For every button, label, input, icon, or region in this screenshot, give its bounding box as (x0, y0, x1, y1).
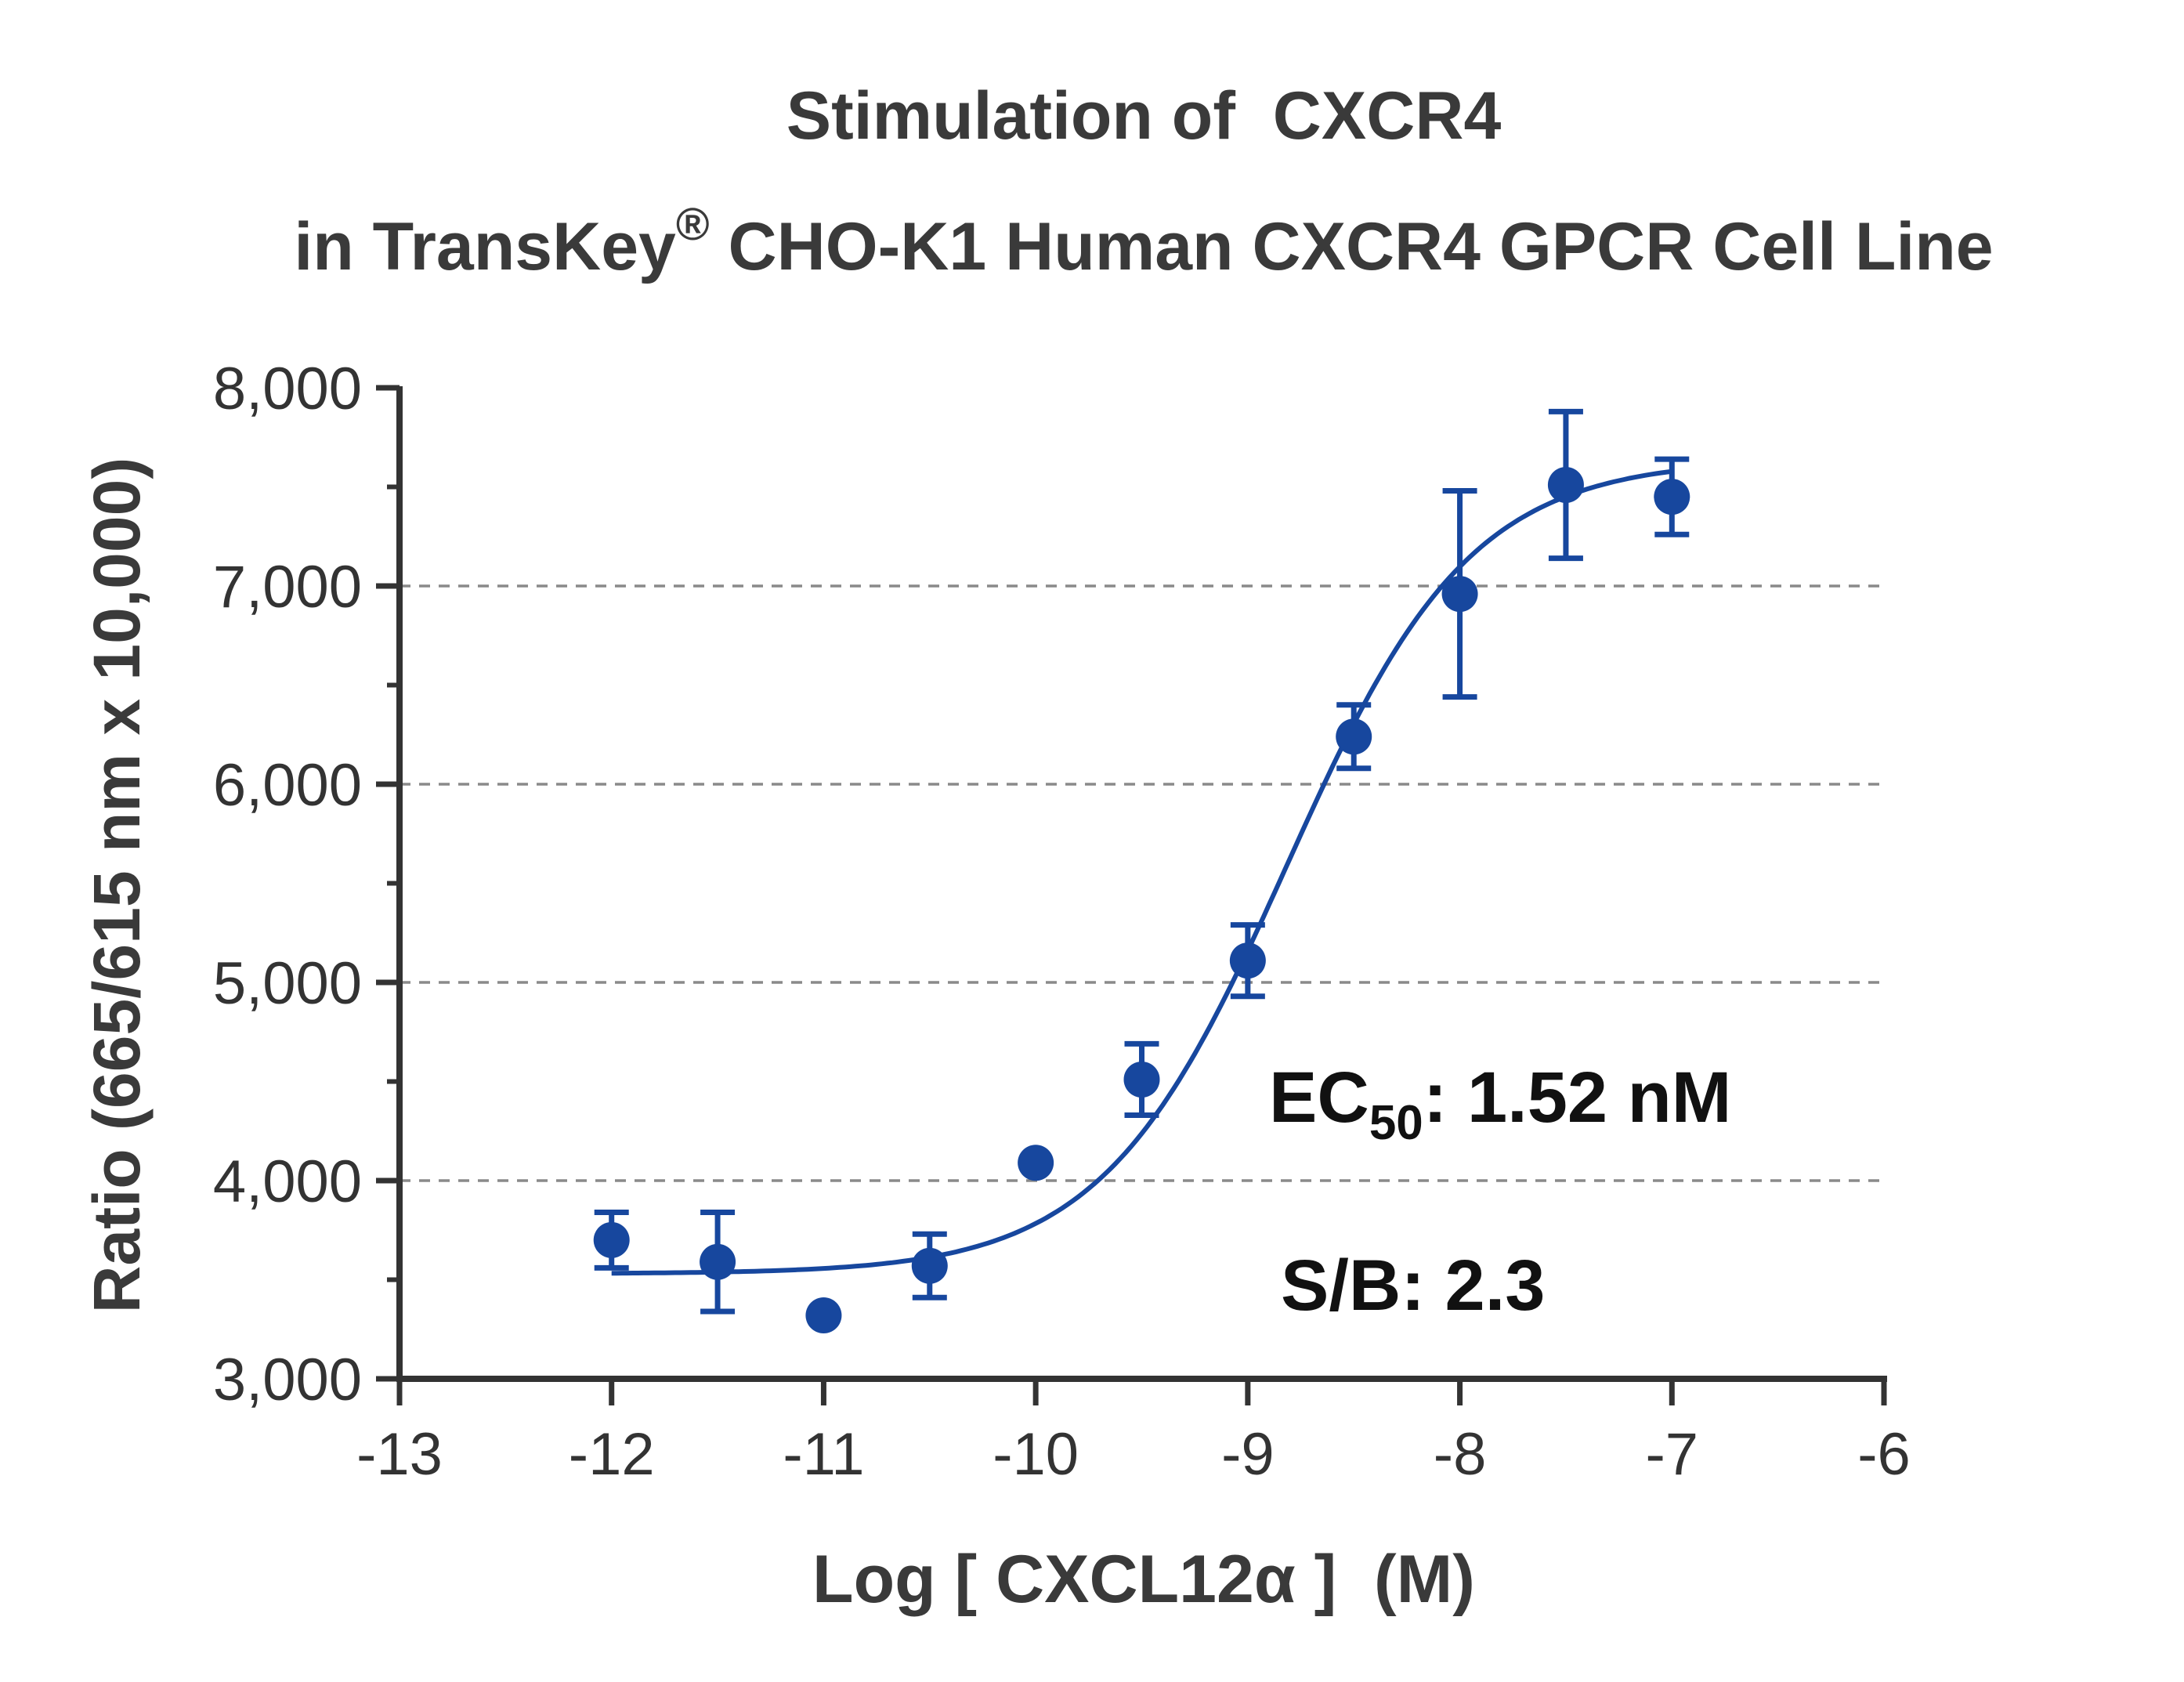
y-tick-label-6000: 6,000 (213, 752, 362, 819)
y-tick-label-5000: 5,000 (213, 950, 362, 1017)
x-tick-label-12: -12 (569, 1421, 655, 1488)
data-point-x-8 (1441, 576, 1478, 613)
chart-title-line1: Stimulation of CXCR4 (786, 78, 1502, 154)
y-tick-label-8000: 8,000 (213, 356, 362, 422)
ec50-value: : 1.52 nM (1423, 1058, 1732, 1138)
y-tick-label-3000: 3,000 (213, 1347, 362, 1413)
data-point-x-7.5 (1547, 466, 1584, 503)
ec50-subscript: 50 (1369, 1096, 1423, 1150)
data-point-x-7 (1654, 479, 1690, 515)
data-points (593, 466, 1690, 1334)
ec50-prefix: EC (1269, 1058, 1369, 1138)
data-point-x-11.5 (700, 1243, 736, 1280)
x-tick-label-10: -10 (993, 1421, 1079, 1488)
data-point-x-11 (805, 1297, 842, 1334)
error-bars (594, 408, 1690, 1315)
x-tick-label-6: -6 (1857, 1421, 1911, 1488)
title-line2-suffix: CHO-K1 Human CXCR4 GPCR Cell Line (710, 209, 1994, 284)
tick-labels: 3,000 4,000 5,000 6,000 7,000 8,000 -13 -12 -11 -… (213, 356, 1911, 1488)
axes (376, 385, 1887, 1405)
data-point-x-12 (593, 1221, 630, 1258)
x-tick-label-7: -7 (1645, 1421, 1698, 1488)
sb-annotation: S/B: 2.3 (1281, 1246, 1545, 1326)
data-point-x-9 (1229, 942, 1266, 979)
y-tick-label-4000: 4,000 (213, 1148, 362, 1215)
data-point-x-10 (1018, 1145, 1054, 1181)
chart-title-line2: in TransKey® CHO-K1 Human CXCR4 GPCR Cel… (294, 199, 1993, 284)
x-tick-label-11: -11 (783, 1421, 864, 1488)
title-registered-mark: ® (676, 199, 710, 250)
x-tick-label-8: -8 (1434, 1421, 1487, 1488)
data-point-x-9.5 (1123, 1061, 1160, 1098)
x-axis-label: Log [ CXCL12α ] (M) (812, 1542, 1475, 1617)
ec50-annotation: EC50: 1.52 nM (1269, 1058, 1731, 1150)
title-line2-prefix: in TransKey (294, 209, 676, 284)
gridlines (400, 584, 1884, 1182)
y-axis-label: Ratio (665/615 nm x 10,000) (80, 458, 154, 1314)
fit-curve (611, 468, 1672, 1276)
y-tick-label-7000: 7,000 (213, 554, 362, 620)
data-point-x-8.5 (1336, 718, 1372, 755)
x-tick-label-13: -13 (356, 1421, 443, 1488)
data-point-x-10.5 (911, 1247, 948, 1284)
x-tick-label-9: -9 (1221, 1421, 1275, 1488)
